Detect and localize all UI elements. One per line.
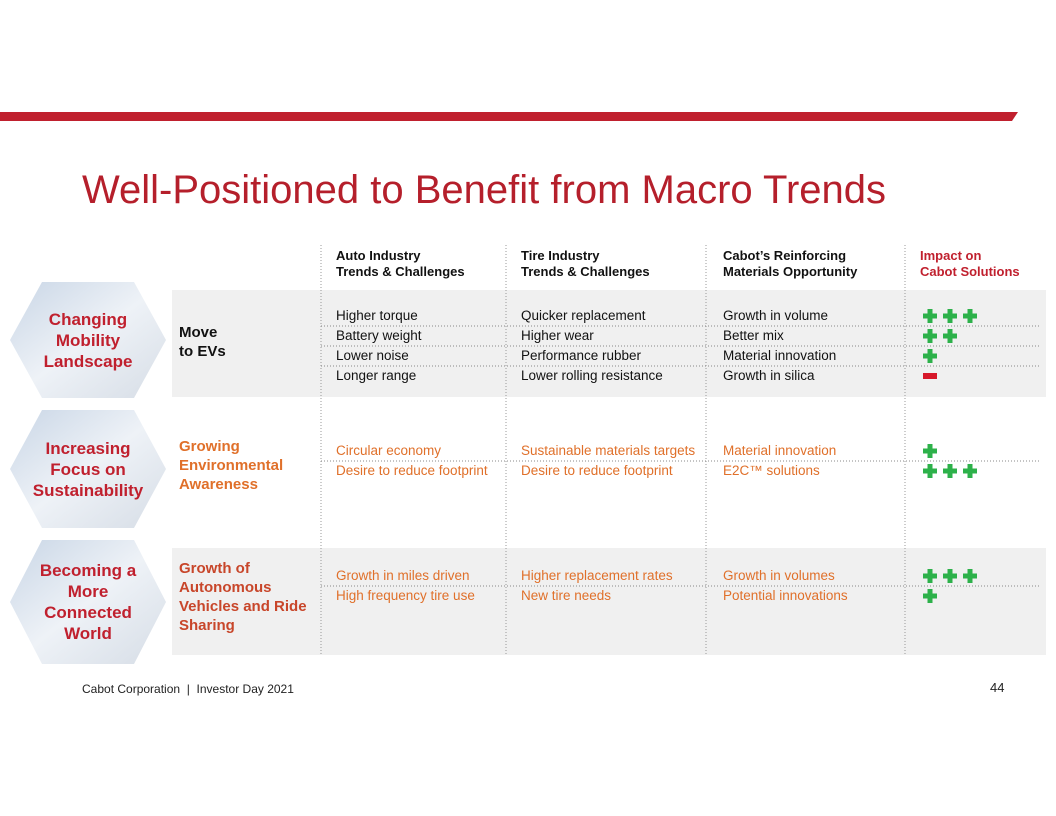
table-cell: Lower rolling resistance: [521, 368, 663, 383]
impact-plus: [923, 309, 977, 323]
table-cell: Growth in miles driven: [336, 568, 470, 583]
footer-text: Cabot Corporation | Investor Day 2021: [82, 682, 294, 696]
table-cell: Material innovation: [723, 348, 837, 363]
impact-minus: [923, 373, 937, 379]
column-header: Tire Industry: [521, 248, 600, 263]
theme-line: Connected: [44, 603, 132, 622]
table-cell: Longer range: [336, 368, 417, 383]
column-header: Trends & Challenges: [336, 264, 465, 279]
red-band: [0, 112, 1018, 121]
group-label: Growing: [179, 438, 240, 455]
plus-icon: [923, 349, 937, 363]
plus-icon: [923, 464, 937, 478]
impact-plus: [923, 569, 977, 583]
theme-label: Increasing Focus on Sustainability: [18, 438, 158, 501]
theme-line: Landscape: [43, 351, 133, 371]
column-header: Cabot’s Reinforcing: [723, 248, 847, 263]
plus-icon: [943, 329, 957, 343]
group-label: Vehicles and Ride: [179, 598, 307, 615]
table-cell: Circular economy: [336, 443, 442, 458]
section-band: [172, 548, 1046, 655]
plus-icon: [963, 309, 977, 323]
slide-title: Well-Positioned to Benefit from Macro Tr…: [82, 168, 887, 212]
plus-icon: [943, 309, 957, 323]
table-cell: Higher replacement rates: [521, 568, 673, 583]
theme-line: World: [64, 624, 112, 643]
theme-line: Changing: [48, 309, 128, 329]
plus-icon: [923, 569, 937, 583]
theme-line: More: [67, 582, 109, 601]
table-cell: Higher wear: [521, 328, 594, 343]
table-cell: Sustainable materials targets: [521, 443, 696, 458]
section-band: [172, 290, 1046, 397]
impact-plus: [923, 329, 957, 343]
table-cell: Higher torque: [336, 308, 418, 323]
page-number: 44: [990, 680, 1005, 695]
table-cell: Desire to reduce footprint: [336, 463, 488, 478]
group-label: Awareness: [179, 476, 258, 493]
column-header: Trends & Challenges: [521, 264, 650, 279]
column-header: Auto Industry: [336, 248, 421, 263]
column-header: Impact on: [920, 248, 982, 263]
group-label: to EVs: [179, 343, 226, 360]
table-cell: Battery weight: [336, 328, 422, 343]
theme-hexagon: [10, 410, 166, 528]
theme-line: Mobility: [55, 330, 121, 350]
table-cell: Desire to reduce footprint: [521, 463, 673, 478]
theme-hexagon: [10, 540, 166, 664]
column-header: Materials Opportunity: [723, 264, 858, 279]
theme-line: Increasing: [45, 438, 131, 458]
theme-hexagon: [10, 282, 166, 398]
plus-icon: [923, 589, 937, 603]
group-label: Growth of: [179, 560, 250, 577]
table-cell: Growth in volumes: [723, 568, 835, 583]
table-cell: Potential innovations: [723, 588, 848, 603]
plus-icon: [923, 309, 937, 323]
group-label: Environmental: [179, 457, 284, 474]
plus-icon: [943, 569, 957, 583]
plus-icon: [923, 444, 937, 458]
impact-plus: [923, 349, 937, 363]
column-header: Cabot Solutions: [920, 264, 1020, 279]
table-cell: New tire needs: [521, 588, 612, 603]
table-cell: Performance rubber: [521, 348, 642, 363]
group-label: Move: [179, 324, 218, 341]
impact-plus: [923, 464, 977, 478]
theme-label: Becoming a More Connected World: [18, 560, 158, 644]
impact-plus: [923, 444, 937, 458]
table-cell: Better mix: [723, 328, 784, 343]
table-cell: Growth in silica: [723, 368, 815, 383]
plus-icon: [963, 569, 977, 583]
table-cell: Material innovation: [723, 443, 837, 458]
table-cell: E2C™ solutions: [723, 463, 820, 478]
impact-plus: [923, 589, 937, 603]
theme-line: Sustainability: [32, 480, 144, 500]
plus-icon: [923, 329, 937, 343]
table-cell: Lower noise: [336, 348, 409, 363]
table-cell: High frequency tire use: [336, 588, 475, 603]
theme-line: Becoming a: [39, 561, 137, 580]
table-cell: Growth in volume: [723, 308, 829, 323]
plus-icon: [943, 464, 957, 478]
table-cell: Quicker replacement: [521, 308, 646, 323]
plus-icon: [963, 464, 977, 478]
group-label: Autonomous: [179, 579, 272, 596]
group-label: Sharing: [179, 617, 235, 634]
theme-label: Changing Mobility Landscape: [18, 309, 158, 372]
theme-line: Focus on: [50, 459, 126, 479]
